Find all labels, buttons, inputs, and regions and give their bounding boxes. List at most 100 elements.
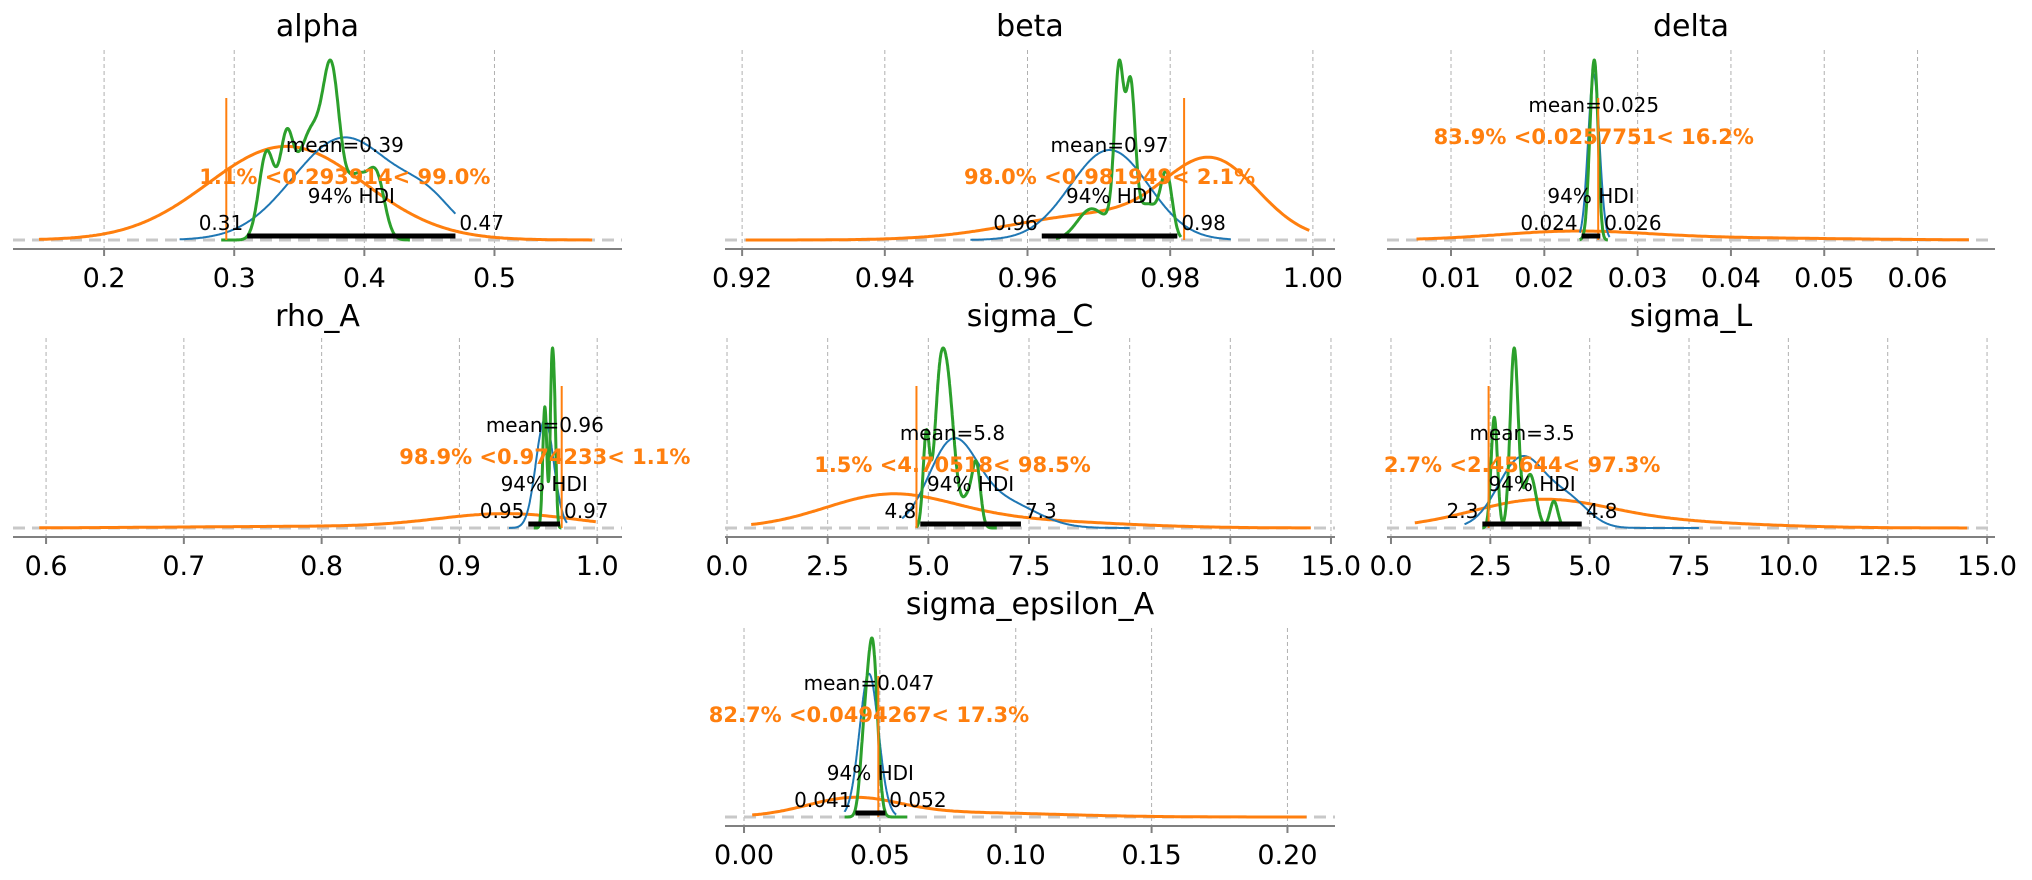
mean-label: mean=3.5 [1469,421,1574,445]
hdi-label: 94% HDI [1488,472,1575,496]
panel-title: alpha [276,9,359,44]
chain-density-curve [532,346,563,530]
x-tick-label: 0.94 [855,263,915,294]
x-tick-label: 7.5 [1668,551,1711,582]
panel-title: sigma_epsilon_A [906,587,1155,622]
hdi-upper-label: 0.47 [459,211,504,235]
hdi-upper-label: 0.97 [564,499,609,523]
x-tick-label: 0.05 [850,840,910,871]
posterior-density-curve [1464,455,1700,529]
x-tick-label: 1.0 [576,551,619,582]
posterior-density-curve [970,149,1231,241]
chain-density-curve [1481,346,1564,530]
x-tick-label: 0.0 [1369,551,1412,582]
hdi-lower-label: 4.8 [884,499,916,523]
x-tick-label: 0.04 [1701,263,1761,294]
x-tick-label: 0.9 [438,551,481,582]
prior-density-curve [745,155,1310,242]
x-tick-label: 7.5 [1008,551,1051,582]
panel-delta: delta 0.01 0.02 0.03 0.04 0.05 0.06 0.024 0.026… [1387,9,1995,294]
x-tick-label: 0.92 [712,263,772,294]
x-tick-label: 0.98 [1140,263,1200,294]
panel-sigma-c: sigma_C 0.0 2.5 5.0 7.5 10.0 12.5 15.0 4.8 7.3 94… [706,299,1361,582]
hdi-lower-label: 0.31 [199,211,244,235]
hdi-label: 94% HDI [827,761,914,785]
posterior-density-curve [843,672,897,816]
x-tick-label: 0.05 [1794,263,1854,294]
panel-rho-a: rho_A 0.6 0.7 0.8 0.9 1.0 0.95 0.97 94% HDI mean… [13,299,690,582]
hdi-label: 94% HDI [501,472,588,496]
x-tick-label: 2.5 [806,551,849,582]
mean-label: mean=0.97 [1051,133,1169,157]
x-tick-label: 0.3 [213,263,256,294]
reference-value-label: 1.1% <0.293914< 99.0% [199,165,490,189]
hdi-lower-label: 0.041 [794,788,851,812]
panel-title: beta [996,9,1064,44]
prior-density-curve [1416,229,1969,242]
panel-title: delta [1653,9,1729,44]
panel-sigma-l: sigma_L 0.0 2.5 5.0 7.5 10.0 12.5 15.0 2.3 4.8 94… [1369,299,2017,582]
hdi-lower-label: 2.3 [1447,499,1479,523]
hdi-label: 94% HDI [927,472,1014,496]
x-tick-label: 0.96 [997,263,1057,294]
hdi-upper-label: 0.026 [1604,211,1661,235]
reference-value-label: 83.9% <0.0257751< 16.2% [1434,125,1754,149]
reference-value-label: 82.7% <0.0494267< 17.3% [709,703,1029,727]
prior-density-curve [752,795,1307,819]
hdi-label: 94% HDI [1547,184,1634,208]
x-tick-label: 0.20 [1257,840,1317,871]
x-tick-label: 0.7 [162,551,205,582]
panel-title: sigma_C [967,299,1094,334]
x-tick-label: 0.10 [986,840,1046,871]
x-tick-label: 2.5 [1469,551,1512,582]
hdi-upper-label: 0.052 [889,788,946,812]
x-tick-label: 0.06 [1887,263,1947,294]
x-tick-label: 10.0 [1100,551,1160,582]
reference-value-label: 2.7% <2.45644< 97.3% [1384,453,1661,477]
panel-title: sigma_L [1630,299,1753,334]
reference-value-label: 1.5% <4.70518< 98.5% [814,453,1091,477]
panel-title: rho_A [275,299,360,334]
reference-value-label: 98.9% <0.974233< 1.1% [399,445,690,469]
x-tick-label: 5.0 [1568,551,1611,582]
x-tick-label: 10.0 [1758,551,1818,582]
panel-beta: beta 0.92 0.94 0.96 0.98 1.00 0.96 0.98 94% HDI… [712,9,1343,294]
x-tick-label: 15.0 [1301,551,1361,582]
x-tick-label: 0.6 [25,551,68,582]
x-tick-label: 12.5 [1858,551,1918,582]
x-tick-label: 0.02 [1514,263,1574,294]
chain-density-curve [843,636,909,819]
chain-density-curve [220,58,411,242]
hdi-label: 94% HDI [308,184,395,208]
x-tick-label: 0.03 [1608,263,1668,294]
mean-label: mean=0.025 [1528,93,1659,117]
hdi-upper-label: 0.98 [1181,211,1226,235]
hdi-upper-label: 4.8 [1586,499,1618,523]
panel-sigma-epsilon-a: sigma_epsilon_A 0.00 0.05 0.10 0.15 0.20 0.04… [709,587,1335,871]
hdi-lower-label: 0.024 [1520,211,1577,235]
panel-alpha: alpha 0.2 0.3 0.4 0.5 0.31 0.47 94% HDI mean=0.… [13,9,622,294]
mean-label: mean=0.96 [486,413,604,437]
chain-density-curve [1055,58,1183,241]
x-tick-label: 0.5 [473,263,516,294]
mean-label: mean=5.8 [900,421,1005,445]
x-tick-label: 0.8 [300,551,343,582]
prior-density-curve [39,512,596,530]
x-tick-label: 0.15 [1122,840,1182,871]
chain-density-curve [915,346,998,530]
x-tick-label: 0.0 [706,551,749,582]
x-tick-label: 12.5 [1200,551,1260,582]
x-tick-label: 1.00 [1283,263,1343,294]
x-tick-label: 0.01 [1421,263,1481,294]
x-tick-label: 0.2 [83,263,126,294]
mean-label: mean=0.047 [804,671,935,695]
hdi-upper-label: 7.3 [1025,499,1057,523]
hdi-label: 94% HDI [1066,184,1153,208]
x-tick-label: 15.0 [1957,551,2017,582]
chain-density-curve [1578,58,1610,242]
mean-label: mean=0.39 [286,133,404,157]
reference-value-label: 98.0% <0.981949< 2.1% [964,165,1255,189]
prior-density-curve [751,492,1311,530]
hdi-lower-label: 0.95 [480,499,525,523]
